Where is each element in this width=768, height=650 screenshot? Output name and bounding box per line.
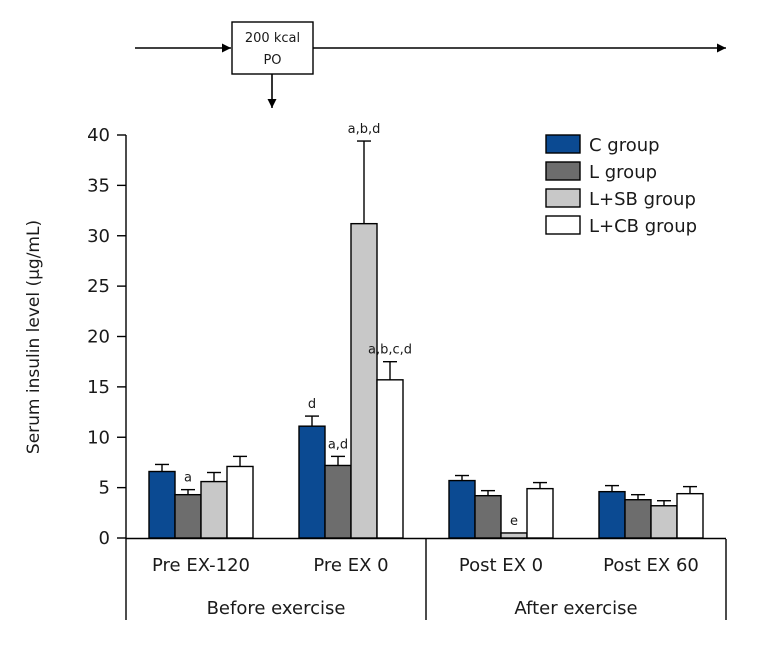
bar-c-group	[448, 479, 476, 539]
y-tick-label: 10	[87, 427, 110, 448]
bar-l-group	[324, 464, 352, 539]
legend-label-c-group: C group	[589, 135, 660, 156]
legend-label-l-group: L group	[589, 162, 657, 183]
meal-box	[231, 21, 314, 75]
bar-l-sb-group	[350, 222, 378, 539]
category-label: Pre EX-120	[152, 555, 250, 576]
category-label: Post EX 0	[459, 555, 543, 576]
y-tick-label: 0	[99, 528, 110, 549]
category-label: Pre EX 0	[313, 555, 388, 576]
legend-label-l-sb-group: L+SB group	[589, 189, 696, 210]
y-tick-label: 30	[87, 226, 110, 247]
bar-l-cb-group	[376, 379, 404, 539]
y-ticks: 0 5 10 15 20 25 30 35 40	[87, 125, 126, 549]
significance-label: e	[510, 514, 518, 529]
bar-l-cb-group	[526, 487, 554, 539]
y-tick-label: 5	[99, 478, 110, 499]
category-label: Post EX 60	[603, 555, 699, 576]
legend-label-l-cb-group: L+CB group	[589, 216, 697, 237]
y-axis-label: Serum insulin level (μg/mL)	[24, 220, 44, 454]
bar-l-cb-group	[676, 492, 704, 539]
bar-l-group	[624, 499, 652, 539]
legend: C group L group L+SB group L+CB group	[545, 134, 697, 237]
significance-label: a,b,d	[348, 122, 381, 137]
bar-l-group	[474, 494, 502, 539]
bars: d a a,d a,b,d e a,b,c,d	[148, 122, 704, 539]
legend-swatch-l-cb-group	[545, 215, 581, 235]
y-tick-label: 25	[87, 276, 110, 297]
bar-l-sb-group	[200, 480, 228, 539]
y-tick-label: 15	[87, 377, 110, 398]
legend-swatch-l-group	[545, 161, 581, 181]
bar-c-group	[598, 490, 626, 539]
significance-label: a,b,c,d	[368, 343, 412, 358]
group-label-before: Before exercise	[207, 598, 346, 619]
meal-box-line1: 200 kcal	[245, 31, 300, 46]
significance-label: d	[308, 397, 316, 412]
legend-swatch-c-group	[545, 134, 581, 154]
bar-l-sb-group	[500, 532, 528, 539]
bar-c-group	[298, 425, 326, 539]
significance-label: a,d	[328, 437, 348, 452]
y-tick-label: 40	[87, 125, 110, 146]
group-label-after: After exercise	[514, 598, 637, 619]
timeline: 200 kcal PO	[135, 21, 726, 108]
y-tick-label: 20	[87, 327, 110, 348]
bar-l-sb-group	[650, 505, 678, 539]
bar-c-group	[148, 470, 176, 539]
legend-swatch-l-sb-group	[545, 188, 581, 208]
meal-box-line2: PO	[263, 53, 281, 68]
bar-l-group	[174, 493, 202, 539]
significance-label: a	[184, 471, 192, 486]
y-tick-label: 35	[87, 175, 110, 196]
bar-l-cb-group	[226, 465, 254, 539]
